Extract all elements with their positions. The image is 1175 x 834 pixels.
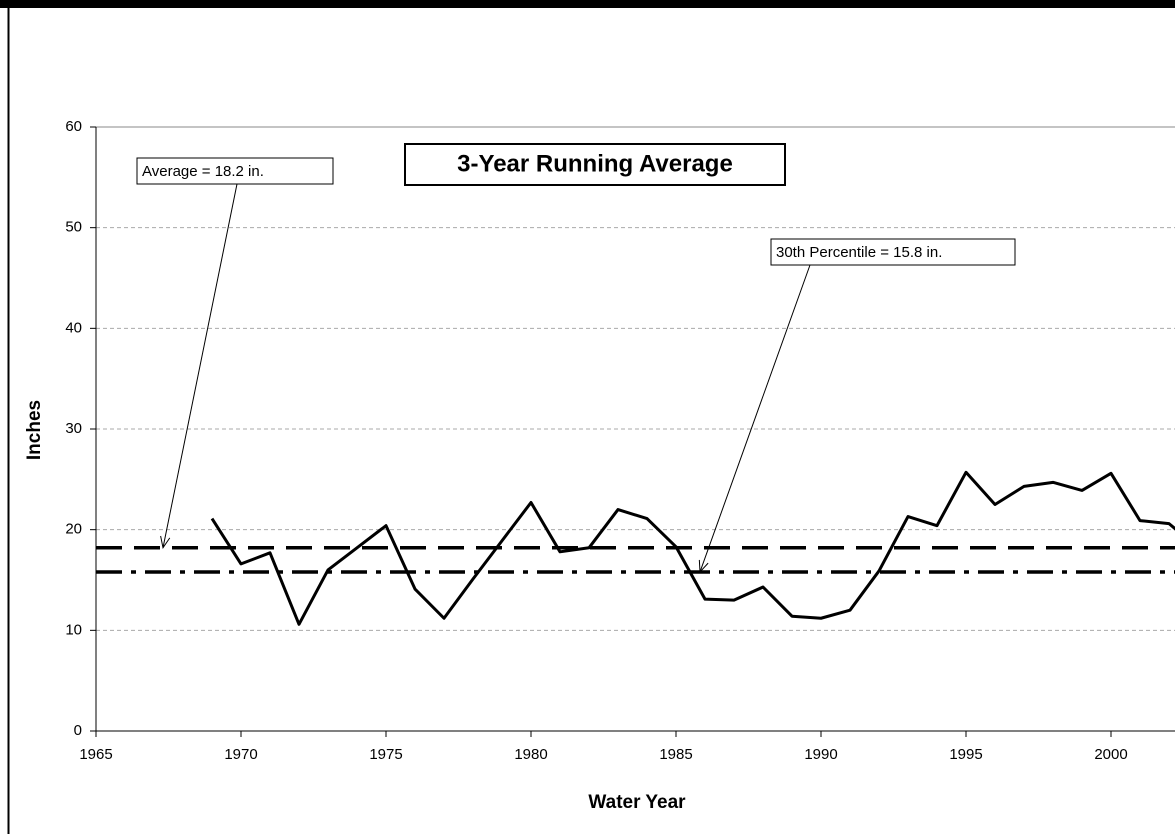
- data-line: [210, 470, 1175, 626]
- x-tick-label: 1970: [224, 746, 257, 763]
- y-axis-label: Inches: [24, 400, 45, 460]
- y-tick-label: 30: [65, 420, 82, 437]
- window-bar: [0, 0, 1175, 8]
- y-tick-label: 20: [65, 521, 82, 538]
- title-box: [404, 143, 786, 186]
- plot-clip: [96, 126, 1175, 732]
- arrow-head: [160, 535, 171, 550]
- y-tick-label: 0: [74, 722, 82, 739]
- x-tick-label: 1975: [369, 746, 402, 763]
- annotation-label: Average = 18.2 in.: [142, 163, 264, 180]
- arrow-head: [698, 559, 709, 574]
- x-tick-label: 1965: [79, 746, 112, 763]
- annotation-arrow: [162, 183, 238, 548]
- annotation-box: [136, 157, 334, 185]
- x-tick-label: 1980: [514, 746, 547, 763]
- x-tick-label: 2000: [1094, 746, 1127, 763]
- y-tick-label: 10: [65, 621, 82, 638]
- x-tick-label: 1990: [804, 746, 837, 763]
- y-tick-label: 50: [65, 219, 82, 236]
- x-tick-label: 1985: [659, 746, 692, 763]
- annotation-label: 30th Percentile = 15.8 in.: [776, 244, 942, 261]
- x-axis-label: Water Year: [588, 792, 686, 813]
- y-tick-label: 60: [65, 118, 82, 135]
- chart-title: 3-Year Running Average: [457, 150, 733, 177]
- y-tick-label: 40: [65, 319, 82, 336]
- annotation-arrow: [699, 264, 811, 573]
- annotation-box: [770, 238, 1016, 266]
- x-tick-label: 1995: [949, 746, 982, 763]
